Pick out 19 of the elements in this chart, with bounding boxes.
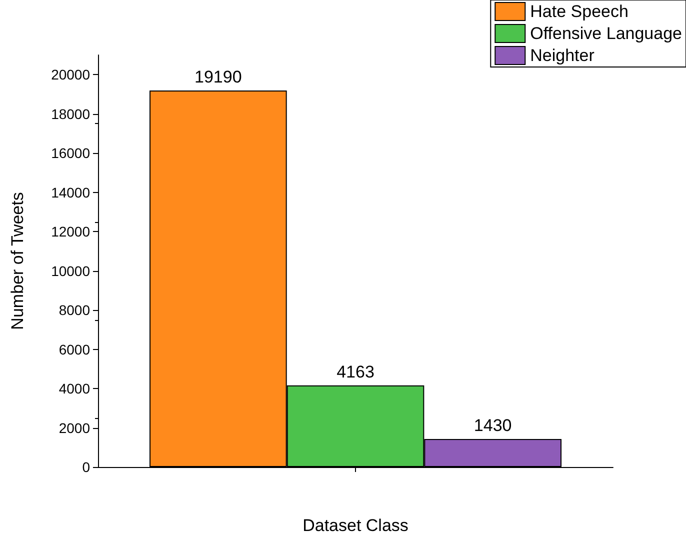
data-label: 1430 xyxy=(474,416,512,435)
y-tick-label: 6000 xyxy=(58,341,90,358)
y-tick-label: 8000 xyxy=(58,302,90,318)
y-tick-label: 18000 xyxy=(51,106,90,122)
legend-label: Hate Speech xyxy=(530,2,628,21)
x-axis-title: Dataset Class xyxy=(302,516,408,535)
y-tick-label: 12000 xyxy=(51,224,90,240)
y-tick-label: 14000 xyxy=(51,184,90,200)
y-axis-title: Number of Tweets xyxy=(8,192,27,330)
y-tick-label: 4000 xyxy=(58,380,90,397)
y-tick-label: 2000 xyxy=(58,420,90,436)
y-tick-label: 0 xyxy=(82,459,90,475)
legend-label: Offensive Language xyxy=(530,24,682,43)
y-tick-label: 16000 xyxy=(51,145,90,162)
y-tick-label: 10000 xyxy=(51,262,90,279)
legend-label: Neighter xyxy=(530,46,595,65)
y-tick-label: 20000 xyxy=(51,66,90,83)
data-label: 4163 xyxy=(336,362,374,382)
data-label: 19190 xyxy=(194,68,242,87)
